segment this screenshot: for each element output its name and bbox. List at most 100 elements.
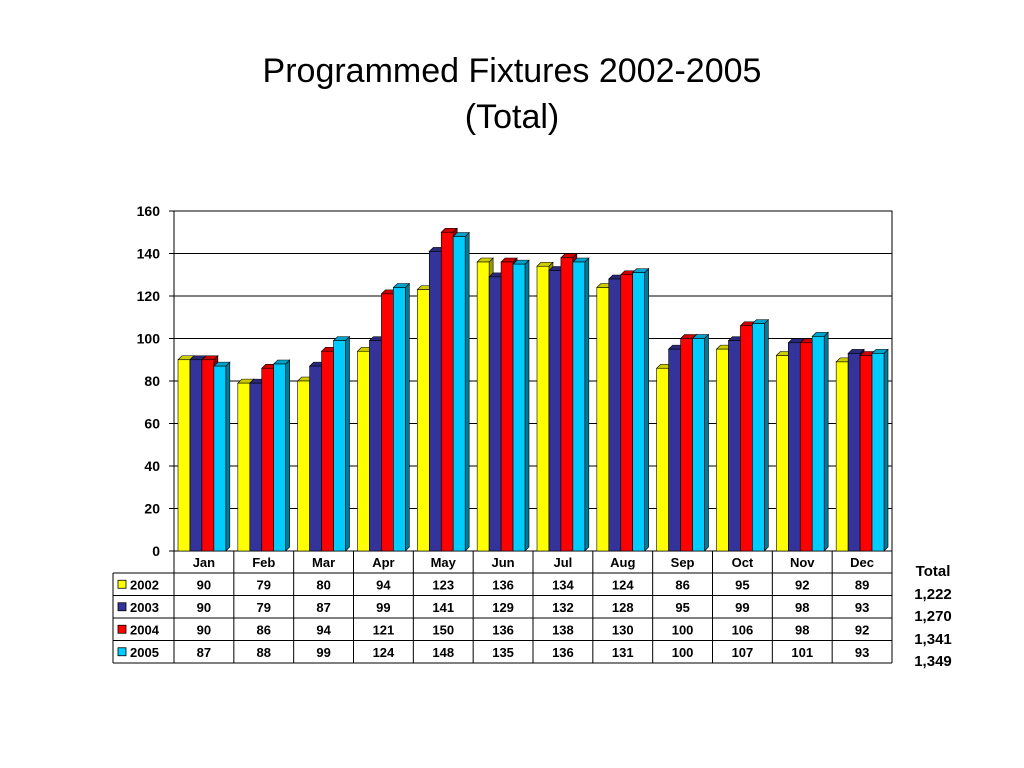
table-cell-value: 87 bbox=[197, 645, 211, 660]
bar bbox=[728, 340, 741, 552]
bar bbox=[871, 353, 885, 552]
y-tick-label: 40 bbox=[144, 458, 160, 474]
table-cell-value: 148 bbox=[432, 645, 454, 660]
table-cell-value: 89 bbox=[855, 577, 869, 592]
legend-swatch bbox=[117, 602, 127, 612]
y-tick-label: 20 bbox=[144, 501, 160, 517]
legend-swatch bbox=[117, 624, 127, 634]
y-tick-label: 160 bbox=[137, 203, 161, 219]
legend-swatch bbox=[117, 647, 127, 657]
x-tick-label: Feb bbox=[252, 555, 275, 570]
total-value: 1,349 bbox=[914, 653, 952, 670]
bar bbox=[668, 348, 681, 552]
bar bbox=[572, 261, 586, 552]
bar bbox=[321, 350, 334, 552]
chart-subtitle: (Total) bbox=[464, 98, 560, 136]
bar bbox=[273, 363, 286, 552]
bar bbox=[680, 338, 693, 552]
bar bbox=[596, 287, 610, 552]
table-cell-value: 79 bbox=[257, 600, 271, 615]
table-cell-value: 136 bbox=[492, 577, 514, 592]
bar bbox=[787, 342, 801, 552]
table-cell-value: 123 bbox=[432, 577, 454, 592]
table-cell-value: 138 bbox=[552, 622, 574, 637]
table-cell-value: 99 bbox=[735, 600, 749, 615]
bar bbox=[799, 342, 813, 552]
table-cell-value: 93 bbox=[855, 645, 869, 660]
table-cell-value: 90 bbox=[197, 600, 211, 615]
table-cell-value: 94 bbox=[376, 577, 391, 592]
bar bbox=[608, 278, 622, 552]
bar bbox=[811, 336, 825, 552]
table-cell-value: 131 bbox=[612, 645, 634, 660]
bar bbox=[476, 261, 490, 552]
bar bbox=[189, 359, 203, 552]
total-value: 1,270 bbox=[914, 608, 952, 625]
bar bbox=[536, 265, 550, 552]
bar bbox=[548, 270, 562, 552]
table-cell-value: 92 bbox=[795, 577, 809, 592]
table-cell-value: 86 bbox=[675, 577, 689, 592]
table-cell-value: 136 bbox=[492, 622, 514, 637]
table-cell-value: 93 bbox=[855, 600, 869, 615]
table-cell-value: 90 bbox=[197, 577, 211, 592]
table-cell-value: 95 bbox=[735, 577, 749, 592]
bar bbox=[835, 361, 849, 552]
bar bbox=[776, 355, 789, 552]
bar bbox=[488, 276, 502, 552]
bar bbox=[656, 367, 669, 552]
bar bbox=[692, 338, 705, 552]
table-cell-value: 124 bbox=[373, 645, 395, 660]
table-cell-value: 88 bbox=[257, 645, 271, 660]
y-tick-label: 100 bbox=[137, 331, 161, 347]
table-cell-value: 98 bbox=[795, 622, 809, 637]
x-tick-label: Mar bbox=[312, 555, 335, 570]
legend-label: 2005 bbox=[130, 645, 159, 660]
table-cell-value: 80 bbox=[316, 577, 330, 592]
bar bbox=[440, 231, 454, 552]
bar bbox=[428, 251, 442, 552]
bar bbox=[452, 236, 466, 552]
bar bbox=[417, 289, 430, 552]
bar bbox=[393, 287, 406, 552]
table-cell-value: 100 bbox=[672, 622, 694, 637]
table-cell-value: 135 bbox=[492, 645, 514, 660]
y-tick-label: 120 bbox=[137, 288, 161, 304]
table-cell-value: 124 bbox=[612, 577, 634, 592]
total-value: 1,222 bbox=[914, 585, 952, 603]
bar bbox=[237, 382, 251, 552]
chart-title-block: Programmed Fixtures 2002-2005 (Total) bbox=[0, 48, 1024, 140]
bar bbox=[500, 261, 514, 552]
x-tick-label: May bbox=[431, 555, 457, 570]
bar bbox=[249, 382, 263, 552]
table-cell-value: 90 bbox=[197, 622, 211, 637]
table-cell-value: 99 bbox=[376, 600, 390, 615]
table-cell-value: 106 bbox=[732, 622, 754, 637]
bar-side bbox=[883, 348, 889, 552]
table-cell-value: 98 bbox=[795, 600, 809, 615]
table-cell-value: 101 bbox=[791, 645, 813, 660]
table-cell-value: 92 bbox=[855, 622, 869, 637]
y-tick-label: 80 bbox=[144, 373, 160, 389]
y-tick-label: 60 bbox=[144, 416, 160, 432]
bar bbox=[309, 365, 322, 552]
table-cell-value: 141 bbox=[432, 600, 454, 615]
table-cell-value: 107 bbox=[732, 645, 754, 660]
bar bbox=[847, 353, 861, 552]
table-cell-value: 121 bbox=[373, 622, 395, 637]
legend-label: 2004 bbox=[130, 622, 160, 637]
bar bbox=[213, 365, 227, 552]
bar-side bbox=[225, 361, 231, 552]
table-cell-value: 87 bbox=[316, 600, 330, 615]
bar bbox=[632, 272, 645, 552]
x-tick-label: Jun bbox=[492, 555, 515, 570]
totals-header: Total bbox=[915, 563, 951, 580]
table-cell-value: 100 bbox=[672, 645, 694, 660]
table-cell-value: 129 bbox=[492, 600, 514, 615]
bar bbox=[859, 355, 873, 552]
bar bbox=[261, 367, 275, 552]
y-tick-label: 0 bbox=[152, 543, 160, 559]
bar-side bbox=[464, 231, 470, 552]
bar bbox=[620, 274, 634, 552]
